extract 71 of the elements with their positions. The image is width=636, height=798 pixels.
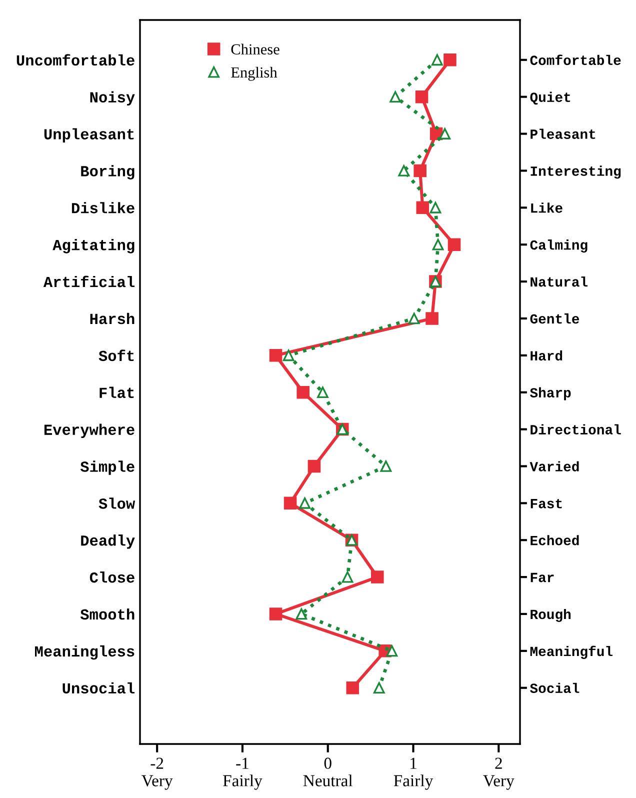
x-tick-label: -1 Fairly (223, 758, 262, 790)
y-tick-label: Soft (98, 350, 134, 362)
point (430, 202, 442, 214)
y2-tick-label: Social (530, 682, 580, 694)
y-tick-label: Uncomfortable (16, 54, 134, 66)
point (431, 54, 443, 66)
legend-label: Chinese (231, 44, 280, 54)
y2-tick-label: Hard (530, 350, 562, 361)
y-tick-label: Dislike (72, 202, 134, 214)
point (415, 90, 428, 104)
point (416, 201, 430, 214)
y2-tick-label: Sharp (530, 387, 571, 400)
point (386, 645, 398, 657)
y-tick-label: Unpleasant (44, 128, 134, 142)
point (299, 497, 311, 509)
point (426, 312, 438, 325)
point (380, 460, 392, 472)
y-tick-label: Meaningless (35, 645, 134, 660)
y-tick-label: Boring (81, 165, 134, 180)
y-tick-label: Flat (100, 386, 134, 398)
y-tick-label: Deadly (81, 534, 135, 549)
y2-tick-label: Pleasant (530, 128, 596, 139)
y2-tick-label: Like (531, 202, 562, 213)
y-tick-label: Harsh (90, 312, 134, 324)
point (390, 91, 402, 103)
y-tick-label: Artificial (43, 276, 135, 288)
x-tick-label: 2 Very (483, 758, 514, 790)
x-tick-label: 1 Fairly (394, 758, 434, 790)
y2-tick-label: Fast (530, 498, 562, 508)
point (398, 165, 410, 176)
y2-tick-label: Quiet (530, 92, 570, 105)
point (448, 238, 461, 251)
point (282, 350, 294, 362)
y2-tick-label: Varied (530, 461, 579, 472)
point (296, 386, 310, 399)
point (346, 681, 360, 694)
y-tick-label: Close (90, 572, 134, 583)
y-tick-label: Unsocial (62, 682, 135, 694)
point (432, 238, 444, 250)
legend-label: English (231, 66, 278, 81)
y2-tick-label: Comfortable (530, 54, 621, 66)
x-tick-label: 0 Neutral (303, 758, 353, 786)
point (269, 349, 282, 362)
point (296, 608, 308, 620)
point (269, 608, 282, 620)
y-tick-label: Smooth (80, 608, 134, 620)
y2-tick-label: Natural (530, 276, 588, 287)
y-tick-label: Everywhere (44, 424, 134, 438)
y2-tick-label: Calming (530, 240, 588, 253)
point (373, 682, 385, 694)
y2-tick-label: Far (530, 572, 554, 582)
y-tick-label: Simple (80, 460, 134, 475)
y-tick-label: Agitating (52, 239, 134, 254)
y-tick-label: Slow (98, 498, 136, 509)
y2-tick-label: Meaningful (530, 646, 613, 659)
point (284, 496, 297, 510)
y2-tick-label: Directional (530, 424, 621, 434)
point (444, 54, 456, 66)
point (414, 164, 426, 178)
point (308, 460, 321, 473)
x-tick-label: -2 Very (142, 758, 173, 790)
y-tick-label: Noisy (90, 91, 135, 106)
y2-tick-label: Interesting (530, 166, 621, 179)
point (439, 128, 451, 140)
point (371, 570, 384, 584)
point (342, 571, 354, 583)
y2-tick-label: Rough (530, 608, 571, 622)
point (317, 386, 328, 398)
point (408, 312, 420, 324)
y2-tick-label: Echoed (530, 535, 579, 546)
y2-tick-label: Gentle (530, 313, 580, 324)
